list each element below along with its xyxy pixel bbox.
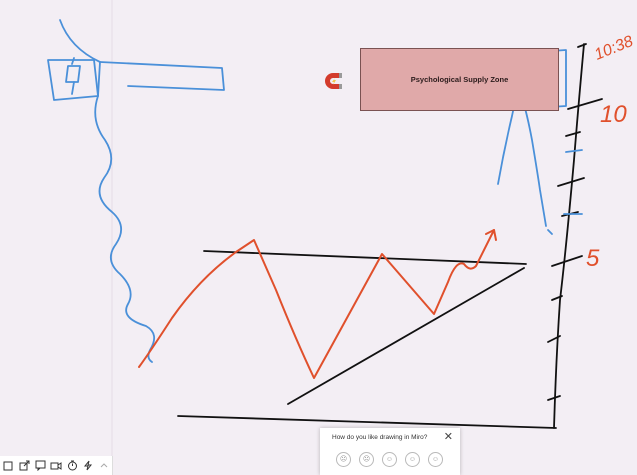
very-unsatisfied-icon[interactable]: ☹	[336, 452, 351, 467]
unsatisfied-icon[interactable]: ☹	[359, 452, 374, 467]
triangle-pattern[interactable]	[177, 250, 557, 429]
neutral-icon[interactable]: ☺	[382, 452, 397, 467]
toolbar-divider	[112, 456, 113, 475]
resistance-line[interactable]	[203, 250, 527, 265]
magnet-icon[interactable]	[322, 69, 346, 93]
ascending-support-line[interactable]	[287, 267, 525, 405]
price-annotation-10: 10	[600, 101, 627, 128]
feedback-popup: How do you like drawing in Miro? ✕ ☹ ☹ ☺…	[320, 428, 460, 475]
frames-icon[interactable]	[2, 460, 14, 472]
time-annotation: 10:38	[592, 33, 636, 64]
close-icon[interactable]: ✕	[443, 431, 453, 443]
supply-zone-box[interactable]: Psychological Supply Zone	[360, 48, 559, 111]
comments-icon[interactable]	[34, 460, 46, 472]
very-satisfied-icon[interactable]: ☺	[428, 452, 443, 467]
x-axis-line[interactable]	[177, 415, 557, 429]
activity-icon[interactable]	[82, 460, 94, 472]
rating-row: ☹ ☹ ☺ ☺ ☺	[336, 452, 443, 467]
price-axis[interactable]	[547, 43, 603, 429]
video-icon[interactable]	[50, 460, 62, 472]
red-price-path[interactable]	[138, 229, 497, 379]
supply-zone-label: Psychological Supply Zone	[410, 75, 509, 84]
bottom-toolbar	[0, 456, 112, 475]
price-axis-blue-ticks[interactable]	[563, 149, 583, 215]
timer-icon[interactable]	[66, 460, 78, 472]
share-icon[interactable]	[18, 460, 30, 472]
price-annotation-5: 5	[586, 245, 600, 272]
more-icon[interactable]	[98, 460, 110, 472]
feedback-title: How do you like drawing in Miro?	[332, 434, 428, 441]
satisfied-icon[interactable]: ☺	[405, 452, 420, 467]
blue-candle-sketch[interactable]	[47, 19, 225, 363]
